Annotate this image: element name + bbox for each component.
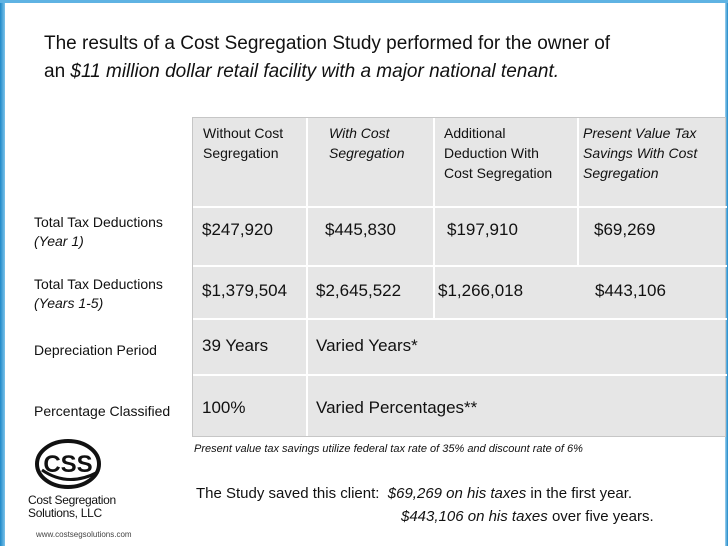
- left-border-accent: [0, 0, 5, 546]
- savings-suffix-2: over five years.: [547, 508, 654, 525]
- logo-letters: CSS: [43, 451, 92, 478]
- cell-percentage-with: Varied Percentages**: [316, 398, 478, 417]
- row-sublabel-text: (Years 1-5): [34, 295, 104, 311]
- cell-depreciation-without: 39 Years: [202, 336, 269, 355]
- savings-amount-1: $69,269 on his taxes: [387, 485, 527, 502]
- column-divider: [306, 374, 308, 436]
- title-line-2-italic: $11 million dollar retail facility with …: [70, 61, 560, 82]
- row-label-year1: Total Tax Deductions (Year 1): [34, 213, 163, 251]
- header-additional-deduction: Additional Deduction With Cost Segregati…: [444, 123, 552, 183]
- logo-name-line: Solutions, LLC: [28, 506, 102, 520]
- title-line-1: The results of a Cost Segregation Study …: [44, 33, 611, 54]
- row-label-depreciation: Depreciation Period: [34, 341, 157, 360]
- cell-y5-without: $1,379,504: [202, 281, 288, 300]
- row-divider: [193, 318, 727, 320]
- row-label-years1-5: Total Tax Deductions (Years 1-5): [34, 275, 163, 313]
- header-with-cost-seg: With Cost Segregation: [329, 123, 405, 163]
- cell-depreciation-with: Varied Years*: [316, 336, 418, 355]
- top-border-accent: [0, 0, 728, 3]
- cell-y1-additional: $197,910: [447, 220, 518, 239]
- title-line-2-prefix: an: [44, 61, 71, 82]
- cell-y5-additional: $1,266,018: [438, 281, 524, 300]
- header-line: Additional: [444, 125, 506, 141]
- cell-y1-with: $445,830: [325, 220, 396, 239]
- header-line: Segregation: [329, 145, 405, 161]
- savings-suffix-1: in the first year.: [526, 485, 633, 502]
- cell-y1-without: $247,920: [202, 220, 273, 239]
- cell-y1-pv-savings: $69,269: [594, 220, 656, 239]
- row-label-text: Total Tax Deductions: [34, 276, 163, 292]
- company-url: www.costsegsolutions.com: [36, 530, 132, 539]
- row-divider: [193, 374, 727, 376]
- header-line: Deduction With: [444, 145, 539, 161]
- row-label-percentage: Percentage Classified: [34, 402, 170, 421]
- row-divider: [193, 265, 727, 267]
- cell-y5-with: $2,645,522: [316, 281, 402, 300]
- header-line: Segregation: [583, 165, 659, 181]
- column-divider: [306, 118, 308, 374]
- cell-y5-pv-savings: $443,106: [595, 281, 666, 300]
- right-border-accent: [725, 0, 728, 546]
- footnote: Present value tax savings utilize federa…: [194, 443, 583, 455]
- column-divider: [433, 118, 435, 318]
- header-line: Segregation: [203, 145, 279, 161]
- header-present-value-savings: Present Value Tax Savings With Cost Segr…: [583, 123, 697, 183]
- row-label-text: Total Tax Deductions: [34, 214, 163, 230]
- savings-line-1: The Study saved this client: $69,269 on …: [196, 485, 632, 502]
- logo-swoosh: [41, 468, 99, 481]
- row-divider: [193, 206, 727, 208]
- slide-title: The results of a Cost Segregation Study …: [44, 30, 714, 86]
- results-table: Without Cost Segregation With Cost Segre…: [192, 117, 727, 437]
- row-label-text: Depreciation Period: [34, 342, 157, 358]
- column-divider: [577, 118, 579, 265]
- logo-name-line: Cost Segregation: [28, 493, 116, 507]
- savings-amount-2: $443,106 on his taxes: [401, 508, 548, 525]
- header-line: With Cost: [329, 125, 390, 141]
- logo-company-name: Cost Segregation Solutions, LLC: [28, 494, 138, 520]
- header-line: Without Cost: [203, 125, 284, 141]
- savings-prefix: The Study saved this client:: [196, 485, 380, 502]
- title-line-2: an $11 million dollar retail facility wi…: [44, 58, 714, 86]
- cell-percentage-without: 100%: [202, 398, 246, 417]
- header-line: Cost Segregation: [444, 165, 553, 181]
- savings-line-2: $443,106 on his taxes over five years.: [401, 508, 654, 525]
- company-logo: CSS: [35, 439, 101, 489]
- row-sublabel-text: (Year 1): [34, 233, 84, 249]
- header-without-cost-seg: Without Cost Segregation: [203, 123, 283, 163]
- header-line: Savings With Cost: [583, 145, 698, 161]
- row-label-text: Percentage Classified: [34, 403, 171, 419]
- header-line: Present Value Tax: [583, 125, 697, 141]
